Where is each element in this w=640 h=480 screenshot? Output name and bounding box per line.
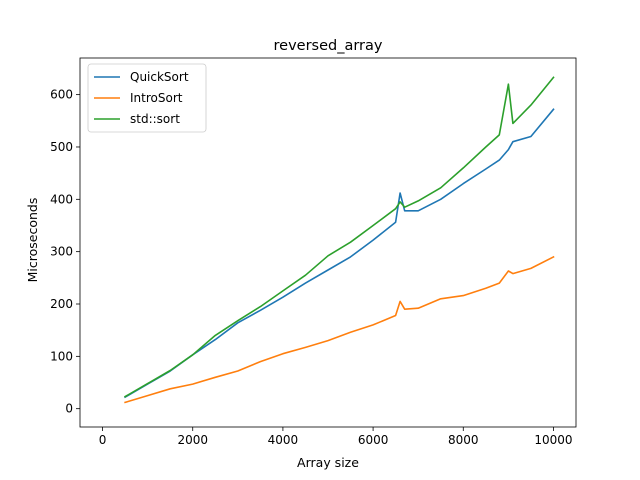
x-tick-label: 2000 (177, 433, 208, 447)
y-tick-label: 600 (50, 88, 73, 102)
legend-label: QuickSort (130, 70, 189, 84)
series-line-std-sort (124, 76, 555, 398)
y-tick-label: 100 (50, 349, 73, 363)
plot-area: 0 2000 4000 6000 8000 10000 0 100 200 300 400 500 60… (50, 57, 577, 447)
x-tick-label: 4000 (268, 433, 299, 447)
y-tick-label: 200 (50, 297, 73, 311)
y-axis-label: Microseconds (25, 198, 40, 283)
chart-title: reversed_array (274, 38, 383, 54)
x-tick-label: 8000 (448, 433, 479, 447)
legend-box (87, 63, 207, 133)
y-tick-label: 300 (50, 245, 73, 259)
legend-label: std::sort (130, 112, 180, 126)
y-tick-label: 0 (65, 402, 73, 416)
series-line-introsort (124, 255, 555, 404)
x-axis-label: Array size (297, 455, 359, 470)
axes-frame (79, 57, 577, 428)
x-tick-label: 6000 (358, 433, 389, 447)
x-tick-label: 10000 (534, 433, 572, 447)
y-tick-label: 500 (50, 140, 73, 154)
y-tick-label: 400 (50, 192, 73, 206)
series-line-quicksort (124, 108, 555, 399)
x-tick-label: 0 (99, 433, 107, 447)
legend-label: IntroSort (130, 91, 183, 105)
